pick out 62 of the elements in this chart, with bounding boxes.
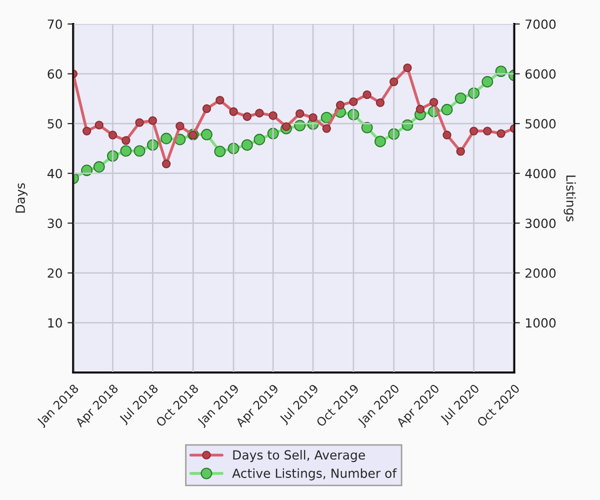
point [320, 112, 332, 124]
y-tick-label: 20 [48, 268, 62, 278]
point [429, 98, 438, 107]
y-axis-title: Days [16, 183, 28, 213]
point [349, 97, 358, 106]
point [416, 104, 425, 114]
point [496, 129, 506, 138]
point [241, 139, 253, 151]
point [390, 77, 398, 86]
y2-tick-label: 7000 [526, 19, 556, 29]
point [469, 126, 478, 136]
point [201, 128, 212, 140]
legend-label: Days to Sell, Average [233, 450, 365, 462]
point [296, 109, 304, 118]
point [160, 132, 172, 144]
point [482, 76, 494, 88]
y2-tick-label: 3000 [526, 218, 556, 228]
point [122, 136, 130, 145]
point [202, 104, 212, 113]
point [94, 120, 104, 130]
point [135, 118, 144, 127]
y2-tick-label: 2000 [526, 268, 556, 278]
point [134, 145, 146, 157]
point [108, 130, 118, 140]
point [483, 126, 492, 136]
point [441, 104, 453, 116]
point [162, 160, 171, 168]
point [376, 98, 385, 107]
legend-label: Active Listings, Number of [232, 468, 397, 480]
y-tick-label: 70 [48, 19, 62, 29]
point [456, 147, 465, 156]
point [82, 126, 92, 136]
y2-tick-label: 6000 [525, 69, 556, 79]
point [403, 63, 412, 72]
y-tick-label: 40 [47, 168, 62, 178]
point [268, 111, 278, 120]
point [442, 130, 452, 140]
y-tick-label: 50 [48, 119, 62, 128]
point [362, 90, 372, 100]
point [308, 113, 318, 122]
point [214, 146, 226, 158]
point [255, 108, 264, 118]
point [176, 122, 184, 130]
y2-tick-label: 4000 [525, 168, 556, 178]
y-tick-label: 60 [48, 69, 62, 79]
y2-tick-label: 1000 [526, 318, 556, 328]
point [336, 100, 345, 110]
y2-axis-title: Listings [564, 176, 576, 222]
point [148, 116, 158, 125]
point [242, 112, 252, 121]
point [254, 134, 266, 146]
point [93, 161, 105, 173]
point [454, 92, 466, 104]
y2-tick-label: 5000 [526, 119, 556, 128]
point [229, 107, 238, 116]
y-tick-label: 10 [48, 318, 62, 328]
point [216, 96, 224, 105]
point [374, 136, 386, 148]
point [322, 124, 331, 133]
point [282, 122, 291, 131]
y-tick-label: 30 [48, 218, 62, 228]
point [120, 145, 132, 157]
